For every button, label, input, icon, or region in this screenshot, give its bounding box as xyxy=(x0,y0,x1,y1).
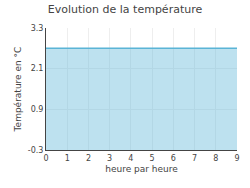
svg-text:5: 5 xyxy=(150,154,155,163)
svg-text:Température en °C: Température en °C xyxy=(13,47,23,133)
svg-text:0: 0 xyxy=(43,154,48,163)
svg-text:3: 3 xyxy=(107,154,112,163)
svg-text:heure par heure: heure par heure xyxy=(105,164,178,174)
svg-text:2.1: 2.1 xyxy=(31,64,44,73)
svg-text:4: 4 xyxy=(128,154,133,163)
svg-text:-0.3: -0.3 xyxy=(28,146,44,155)
svg-text:0.9: 0.9 xyxy=(31,105,44,114)
svg-text:2: 2 xyxy=(86,154,91,163)
svg-text:Evolution de la température: Evolution de la température xyxy=(48,3,203,16)
svg-text:3.3: 3.3 xyxy=(31,24,44,33)
svg-text:8: 8 xyxy=(213,154,218,163)
svg-text:1: 1 xyxy=(65,154,70,163)
svg-text:7: 7 xyxy=(192,154,197,163)
svg-text:9: 9 xyxy=(234,154,239,163)
svg-text:6: 6 xyxy=(171,154,176,163)
